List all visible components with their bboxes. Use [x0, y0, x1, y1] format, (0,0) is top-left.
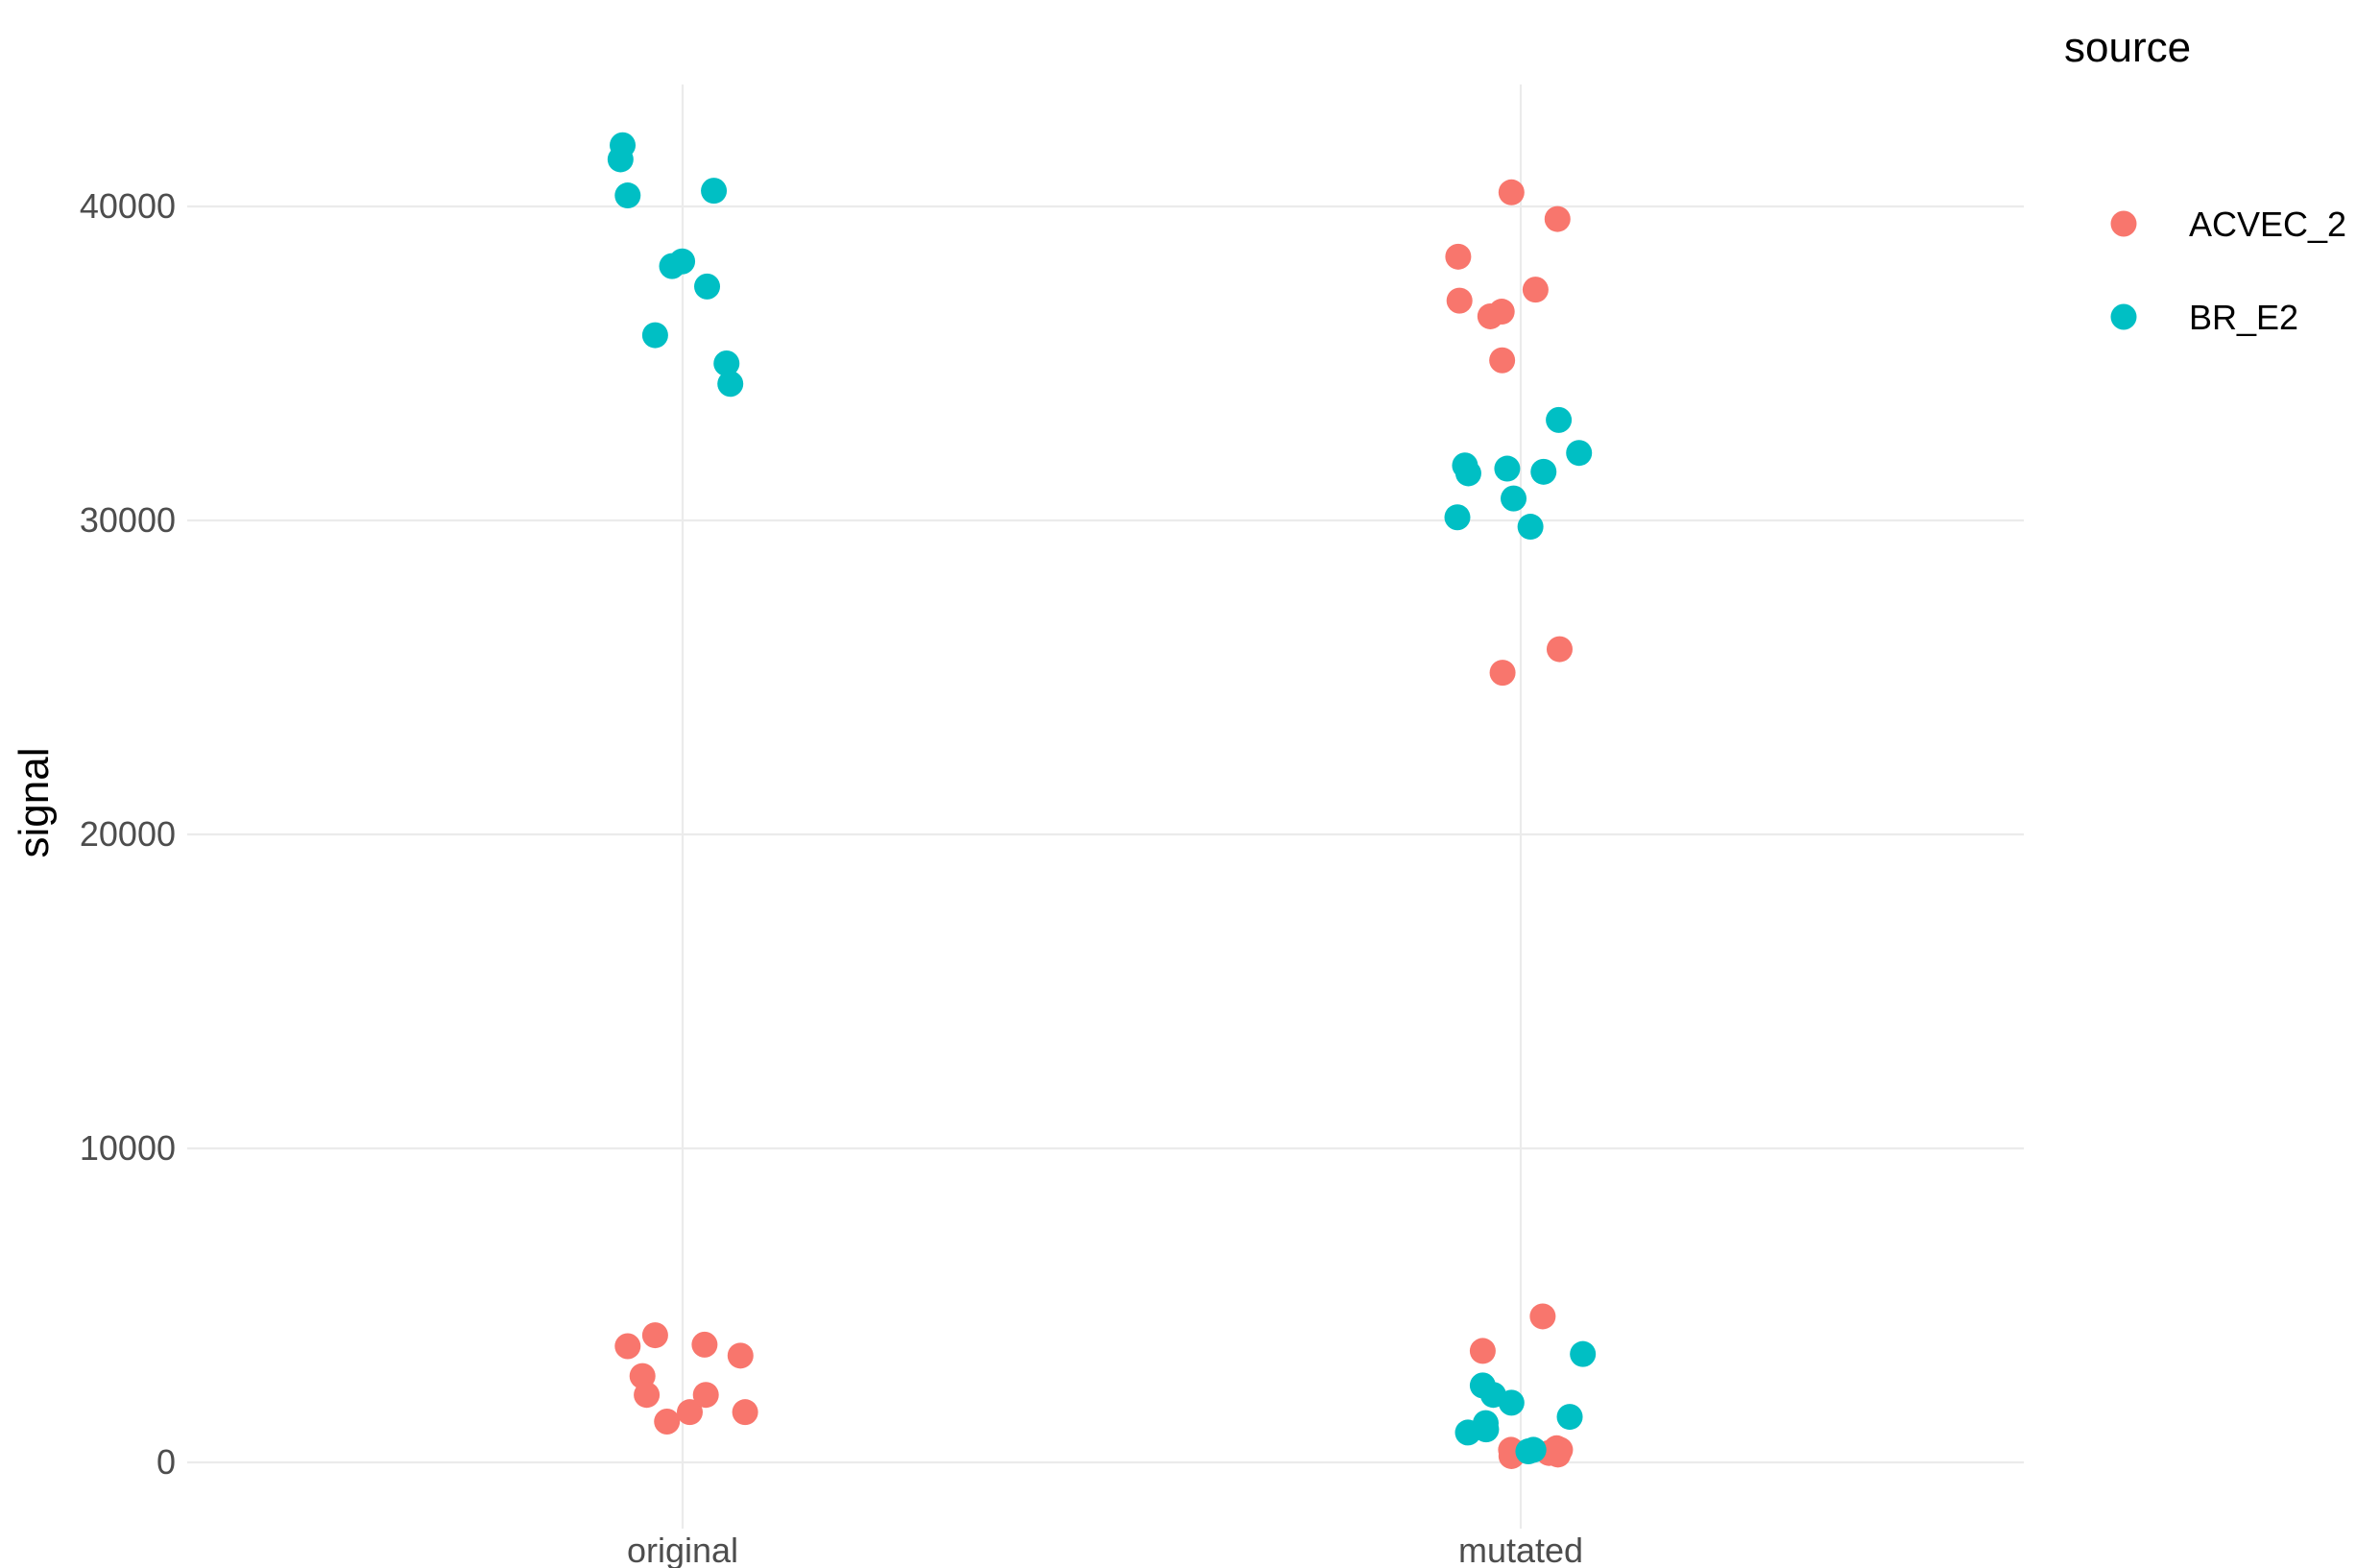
data-point — [1445, 243, 1472, 270]
data-point — [1498, 1389, 1525, 1416]
data-point — [1546, 636, 1573, 663]
data-point — [727, 1342, 754, 1369]
data-point — [1570, 1340, 1597, 1367]
data-point — [717, 371, 744, 398]
data-point — [641, 322, 668, 349]
series-acvec-2 — [614, 179, 1574, 1469]
data-point — [713, 350, 740, 376]
y-tick-label: 30000 — [80, 500, 176, 540]
data-point — [1489, 347, 1516, 374]
data-point — [1494, 455, 1521, 482]
y-axis-title: signal — [11, 748, 58, 858]
data-point — [1444, 504, 1471, 531]
data-point — [694, 273, 721, 300]
legend-item: BR_E2 — [2110, 298, 2298, 337]
legend-items: ACVEC_2 BR_E2 — [2110, 205, 2346, 337]
data-point — [1546, 406, 1573, 433]
data-point — [1544, 205, 1571, 232]
data-point — [1454, 460, 1481, 487]
data-points — [607, 132, 1597, 1469]
data-point — [1566, 440, 1593, 467]
legend-label: BR_E2 — [2189, 298, 2298, 337]
y-axis-ticks: 0 10000 20000 30000 40000 — [80, 186, 176, 1482]
legend-item: ACVEC_2 — [2110, 205, 2346, 244]
data-point — [1520, 1436, 1547, 1463]
legend-title: source — [2064, 24, 2191, 71]
data-point — [1547, 1436, 1574, 1463]
gridlines — [187, 84, 2024, 1529]
data-point — [641, 1322, 668, 1349]
data-point — [610, 132, 637, 158]
data-point — [732, 1399, 758, 1426]
data-point — [692, 1382, 719, 1409]
y-tick-label: 0 — [156, 1442, 176, 1482]
x-tick-label: mutated — [1458, 1531, 1583, 1568]
legend-swatch — [2110, 210, 2137, 237]
data-point — [1517, 514, 1544, 541]
x-tick-label: original — [627, 1531, 738, 1568]
data-point — [1469, 1338, 1496, 1364]
legend-swatch — [2110, 303, 2137, 330]
data-point — [1556, 1404, 1583, 1431]
data-point — [614, 182, 641, 209]
data-point — [1472, 1410, 1499, 1436]
y-tick-label: 10000 — [80, 1128, 176, 1168]
data-point — [669, 248, 696, 275]
data-point — [691, 1331, 718, 1358]
data-point — [634, 1382, 661, 1409]
x-axis-ticks: original mutated — [627, 1531, 1583, 1568]
data-point — [1446, 287, 1473, 314]
data-point — [1529, 1303, 1556, 1330]
data-point — [1522, 277, 1549, 303]
data-point — [614, 1333, 641, 1360]
data-point — [1489, 660, 1516, 687]
data-point — [701, 178, 728, 205]
legend: source ACVEC_2 BR_E2 — [2064, 24, 2346, 337]
y-tick-label: 20000 — [80, 814, 176, 854]
series-br-e2 — [607, 132, 1597, 1465]
data-point — [1530, 458, 1557, 485]
data-point — [1498, 179, 1525, 205]
data-point — [1488, 299, 1515, 326]
data-point — [676, 1399, 703, 1426]
data-point — [654, 1408, 681, 1435]
y-tick-label: 40000 — [80, 186, 176, 226]
data-point — [1501, 485, 1527, 512]
legend-label: ACVEC_2 — [2189, 205, 2346, 244]
